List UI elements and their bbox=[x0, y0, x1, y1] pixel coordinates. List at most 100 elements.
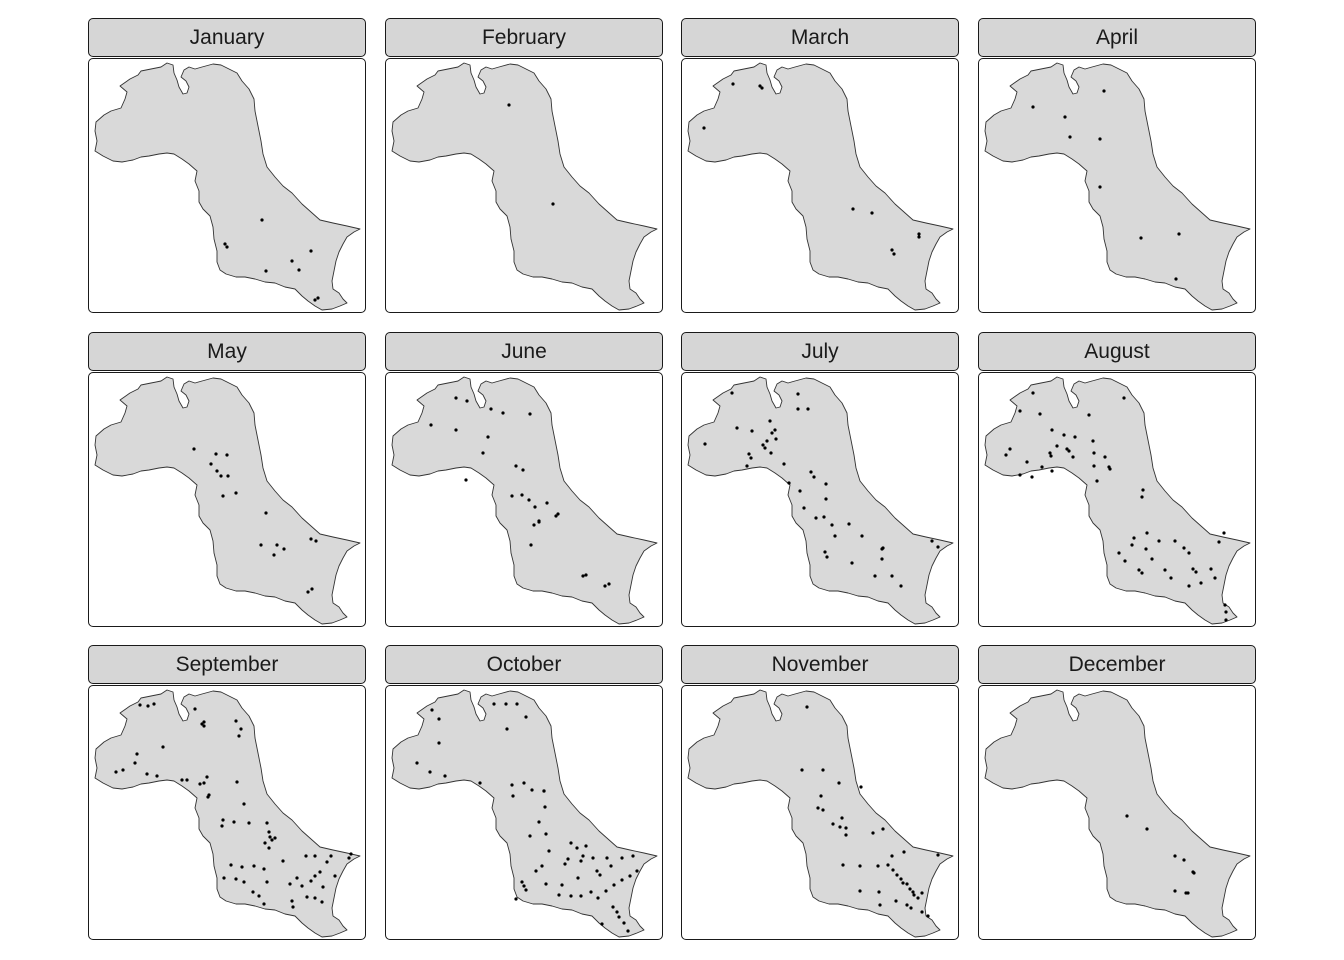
event-point bbox=[265, 880, 269, 884]
event-point bbox=[522, 781, 526, 785]
event-point bbox=[556, 512, 560, 516]
event-point bbox=[1025, 460, 1029, 464]
event-point bbox=[830, 523, 834, 527]
event-point bbox=[895, 873, 899, 877]
event-point bbox=[1071, 455, 1075, 459]
facet-title: July bbox=[801, 340, 839, 363]
event-point bbox=[773, 428, 777, 432]
event-point bbox=[152, 702, 156, 706]
event-point bbox=[1173, 854, 1177, 858]
event-point bbox=[880, 547, 884, 551]
event-point bbox=[768, 419, 772, 423]
region-shape bbox=[687, 689, 954, 938]
event-point bbox=[321, 885, 325, 889]
event-point bbox=[1177, 232, 1181, 236]
event-point bbox=[581, 854, 585, 858]
event-point bbox=[1137, 568, 1141, 572]
region-shape bbox=[984, 689, 1251, 938]
event-point bbox=[890, 248, 894, 252]
event-point bbox=[1068, 135, 1072, 139]
event-point bbox=[309, 879, 313, 883]
event-point bbox=[581, 574, 585, 578]
event-point bbox=[514, 897, 518, 901]
event-point bbox=[809, 470, 813, 474]
map-svg bbox=[984, 376, 1251, 625]
event-point bbox=[916, 896, 920, 900]
event-point bbox=[1062, 433, 1066, 437]
event-point bbox=[537, 520, 541, 524]
event-point bbox=[831, 822, 835, 826]
event-point bbox=[745, 464, 749, 468]
map-svg bbox=[687, 689, 954, 938]
event-point bbox=[782, 462, 786, 466]
event-point bbox=[821, 768, 825, 772]
event-point bbox=[902, 850, 906, 854]
map-svg bbox=[687, 376, 954, 625]
event-point bbox=[551, 202, 555, 206]
event-point bbox=[264, 511, 268, 515]
event-point bbox=[603, 584, 607, 588]
facet-title: April bbox=[1095, 26, 1138, 49]
event-point bbox=[912, 893, 916, 897]
facet-strip: February bbox=[385, 18, 663, 57]
event-point bbox=[858, 864, 862, 868]
event-point bbox=[1125, 814, 1129, 818]
event-point bbox=[507, 103, 511, 107]
event-point bbox=[193, 707, 197, 711]
event-point bbox=[1224, 610, 1228, 614]
event-point bbox=[821, 808, 825, 812]
event-point bbox=[430, 708, 434, 712]
event-point bbox=[524, 888, 528, 892]
event-point bbox=[1144, 547, 1148, 551]
event-point bbox=[1223, 603, 1227, 607]
event-point bbox=[575, 846, 579, 850]
event-point bbox=[333, 874, 337, 878]
event-point bbox=[290, 259, 294, 263]
event-point bbox=[415, 761, 419, 765]
facet-strip: September bbox=[88, 645, 366, 684]
event-point bbox=[528, 412, 532, 416]
event-point bbox=[1140, 571, 1144, 575]
facet-strip: October bbox=[385, 645, 663, 684]
event-point bbox=[620, 878, 624, 882]
event-point bbox=[635, 869, 639, 873]
event-point bbox=[1050, 428, 1054, 432]
event-point bbox=[802, 506, 806, 510]
event-point bbox=[530, 788, 534, 792]
event-point bbox=[911, 890, 915, 894]
event-point bbox=[1048, 451, 1052, 455]
event-point bbox=[486, 435, 490, 439]
event-point bbox=[146, 704, 150, 708]
event-point bbox=[520, 880, 524, 884]
event-point bbox=[605, 856, 609, 860]
event-point bbox=[200, 722, 204, 726]
event-point bbox=[545, 501, 549, 505]
event-point bbox=[225, 453, 229, 457]
event-point bbox=[878, 903, 882, 907]
event-point bbox=[237, 734, 241, 738]
event-point bbox=[1173, 889, 1177, 893]
event-point bbox=[926, 914, 930, 918]
event-point bbox=[544, 832, 548, 836]
facet-strip: June bbox=[385, 332, 663, 371]
event-point bbox=[920, 891, 924, 895]
event-point bbox=[220, 824, 224, 828]
event-point bbox=[1098, 185, 1102, 189]
event-point bbox=[1091, 439, 1095, 443]
facet-title: June bbox=[501, 340, 547, 363]
event-point bbox=[1163, 568, 1167, 572]
event-point bbox=[607, 582, 611, 586]
facet-strip: April bbox=[978, 18, 1256, 57]
event-point bbox=[310, 587, 314, 591]
facet-title: October bbox=[486, 653, 562, 676]
event-point bbox=[750, 429, 754, 433]
event-point bbox=[1049, 454, 1053, 458]
map-panel bbox=[385, 685, 663, 940]
event-point bbox=[544, 882, 548, 886]
event-point bbox=[309, 537, 313, 541]
event-point bbox=[730, 391, 734, 395]
event-point bbox=[540, 864, 544, 868]
event-point bbox=[1224, 618, 1228, 622]
map-svg bbox=[391, 689, 658, 938]
event-point bbox=[222, 876, 226, 880]
